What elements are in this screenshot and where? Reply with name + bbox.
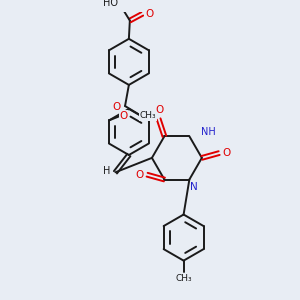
Text: CH₃: CH₃ bbox=[140, 111, 156, 120]
Text: N: N bbox=[190, 182, 198, 192]
Text: CH₃: CH₃ bbox=[175, 274, 192, 284]
Text: O: O bbox=[135, 170, 144, 180]
Text: O: O bbox=[155, 105, 164, 115]
Text: O: O bbox=[119, 111, 128, 121]
Text: O: O bbox=[145, 9, 153, 19]
Text: NH: NH bbox=[201, 128, 216, 137]
Text: O: O bbox=[223, 148, 231, 158]
Text: O: O bbox=[112, 102, 121, 112]
Text: H: H bbox=[103, 166, 110, 176]
Text: HO: HO bbox=[103, 0, 118, 8]
